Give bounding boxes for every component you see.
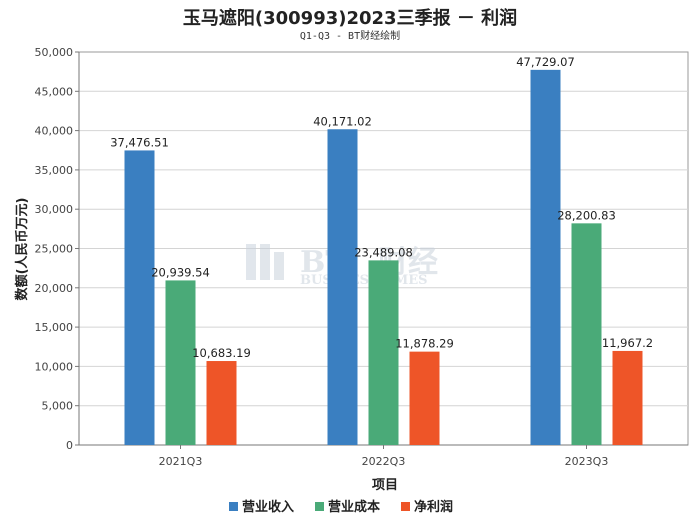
- data-label: 10,683.19: [192, 346, 251, 360]
- bar: [368, 260, 399, 445]
- data-label: 23,489.08: [354, 245, 413, 259]
- bar: [571, 223, 602, 445]
- y-tick-label: 50,000: [35, 46, 74, 59]
- data-label: 37,476.51: [110, 135, 169, 149]
- y-tick-label: 25,000: [35, 243, 74, 256]
- data-label: 20,939.54: [151, 265, 210, 279]
- bar: [530, 69, 561, 445]
- y-tick-label: 0: [66, 439, 73, 452]
- y-tick-label: 15,000: [35, 321, 74, 334]
- legend-label: 营业成本: [328, 499, 380, 515]
- data-label: 40,171.02: [313, 114, 372, 128]
- y-tick-label: 30,000: [35, 203, 74, 216]
- y-tick-label: 5,000: [42, 400, 74, 413]
- data-labels: 37,476.51 20,939.54 10,683.19 40,171.02 23,4…: [110, 55, 653, 360]
- bar: [409, 351, 440, 445]
- watermark-logo-icon: [246, 244, 256, 280]
- legend-swatch: [315, 502, 324, 511]
- data-label: 11,967.2: [602, 336, 653, 350]
- y-tick-label: 35,000: [35, 164, 74, 177]
- y-tick-label: 20,000: [35, 282, 74, 295]
- bars: [124, 69, 643, 445]
- legend-swatch: [401, 502, 410, 511]
- bar: [612, 350, 643, 445]
- data-label: 11,878.29: [395, 337, 454, 351]
- legend: 营业收入 营业成本 净利润: [229, 499, 453, 515]
- bar: [327, 129, 358, 445]
- chart-subtitle: Q1-Q3 - BT财经绘制: [299, 31, 401, 42]
- chart-title: 玉马遮阳(300993)2023三季报 － 利润: [182, 8, 518, 29]
- bar: [206, 361, 237, 445]
- y-tick-label: 40,000: [35, 125, 74, 138]
- watermark-en: BUSINESSTIMES: [300, 273, 428, 288]
- y-axis-title: 数额(人民币万元): [14, 198, 30, 301]
- data-label: 28,200.83: [557, 208, 616, 222]
- legend-label: 净利润: [414, 499, 453, 515]
- legend-label: 营业收入: [242, 499, 294, 515]
- bar: [124, 150, 155, 445]
- legend-swatch: [229, 502, 238, 511]
- y-tick-label: 45,000: [35, 85, 74, 98]
- watermark-logo-icon: [260, 244, 270, 280]
- x-tick-label: 2021Q3: [159, 455, 203, 468]
- data-label: 47,729.07: [516, 55, 575, 69]
- x-tick-label: 2023Q3: [565, 455, 609, 468]
- y-tick-label: 10,000: [35, 360, 74, 373]
- x-axis-title: 项目: [372, 478, 398, 493]
- bar: [165, 280, 196, 445]
- x-tick-label: 2022Q3: [362, 455, 406, 468]
- watermark-logo-icon: [274, 252, 284, 280]
